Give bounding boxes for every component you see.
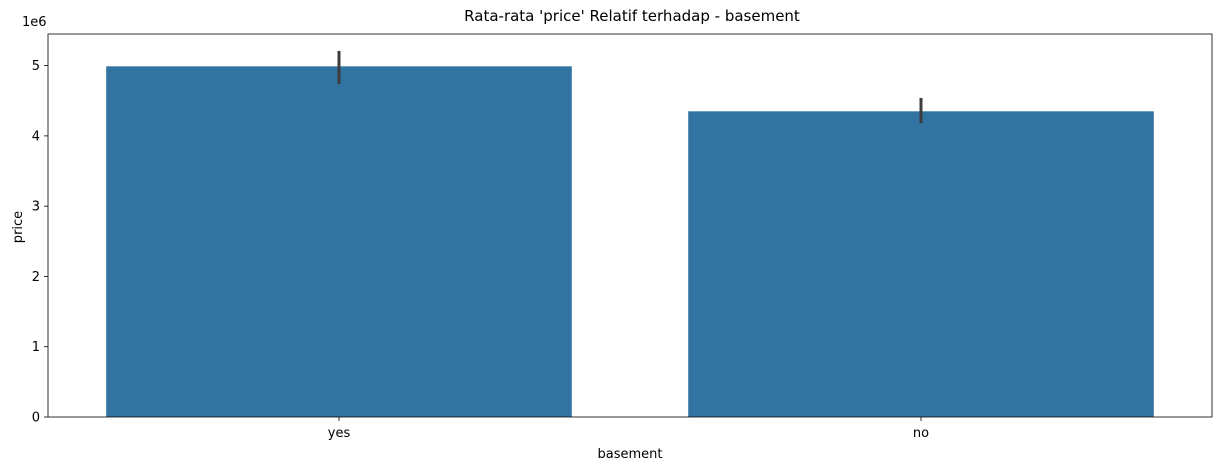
x-axis-label: basement	[598, 447, 663, 462]
y-tick-label: 2	[32, 270, 40, 285]
y-tick-label: 4	[32, 129, 40, 144]
y-axis-label: price	[11, 211, 26, 243]
bar-yes	[106, 66, 572, 418]
plot-frame	[47, 33, 1213, 418]
x-tick-label: yes	[328, 426, 351, 441]
y-tick-label: 3	[32, 200, 40, 215]
chart-title: Rata-rata 'price' Relatif terhadap - bas…	[464, 7, 800, 25]
y-axis-offset-label: 1e6	[22, 15, 47, 30]
bar-no	[688, 111, 1154, 418]
y-tick-label: 0	[32, 411, 40, 426]
x-tick-label: no	[913, 426, 929, 441]
y-tick-label: 5	[32, 59, 40, 74]
y-tick-label: 1	[32, 340, 40, 355]
